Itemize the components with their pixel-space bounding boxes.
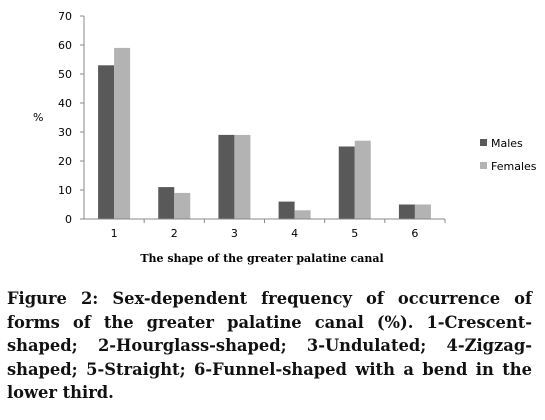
x-tick-label: 1 bbox=[111, 227, 118, 240]
bar-females-4 bbox=[294, 210, 311, 219]
y-tick-label: 0 bbox=[65, 213, 72, 226]
y-tick-label: 60 bbox=[58, 39, 72, 52]
bars bbox=[98, 47, 431, 220]
bar-males-1 bbox=[98, 65, 115, 219]
y-tick-label: 30 bbox=[58, 126, 72, 139]
bar-females-3 bbox=[234, 134, 251, 219]
x-tick-label: 6 bbox=[411, 227, 418, 240]
figure-caption: Figure 2: Sex-dependent frequency of occ… bbox=[7, 289, 532, 402]
y-tick-label: 10 bbox=[58, 184, 72, 197]
legend-swatch-females bbox=[480, 162, 487, 169]
bar-males-4 bbox=[278, 201, 295, 219]
x-tick-label: 2 bbox=[171, 227, 178, 240]
bar-males-3 bbox=[218, 134, 235, 219]
x-tick-label: 4 bbox=[291, 227, 298, 240]
bar-females-6 bbox=[414, 204, 431, 219]
bar-males-2 bbox=[158, 187, 175, 219]
x-axis-ticks: 1 2 3 4 5 6 bbox=[111, 219, 446, 240]
y-tick-label: 20 bbox=[58, 155, 72, 168]
bar-females-2 bbox=[174, 192, 191, 219]
bar-males-5 bbox=[338, 146, 355, 219]
legend: Males Females bbox=[480, 137, 537, 173]
y-tick-label: 70 bbox=[58, 10, 72, 23]
x-axis-label: The shape of the greater palatine canal bbox=[140, 252, 383, 265]
bar-chart: 0 10 20 30 40 50 60 70 1 2 3 4 5 6 % The shape of th… bbox=[33, 10, 537, 265]
y-tick-label: 40 bbox=[58, 97, 72, 110]
bar-females-1 bbox=[114, 47, 131, 220]
legend-swatch-males bbox=[480, 139, 487, 146]
legend-label-females: Females bbox=[491, 160, 537, 173]
legend-label-males: Males bbox=[491, 137, 523, 150]
x-tick-label: 3 bbox=[231, 227, 238, 240]
y-tick-label: 50 bbox=[58, 68, 72, 81]
y-axis-label: % bbox=[33, 111, 43, 124]
x-tick-label: 5 bbox=[351, 227, 358, 240]
bar-males-6 bbox=[398, 204, 415, 219]
y-axis-ticks: 0 10 20 30 40 50 60 70 bbox=[58, 10, 84, 226]
bar-females-5 bbox=[354, 140, 371, 219]
